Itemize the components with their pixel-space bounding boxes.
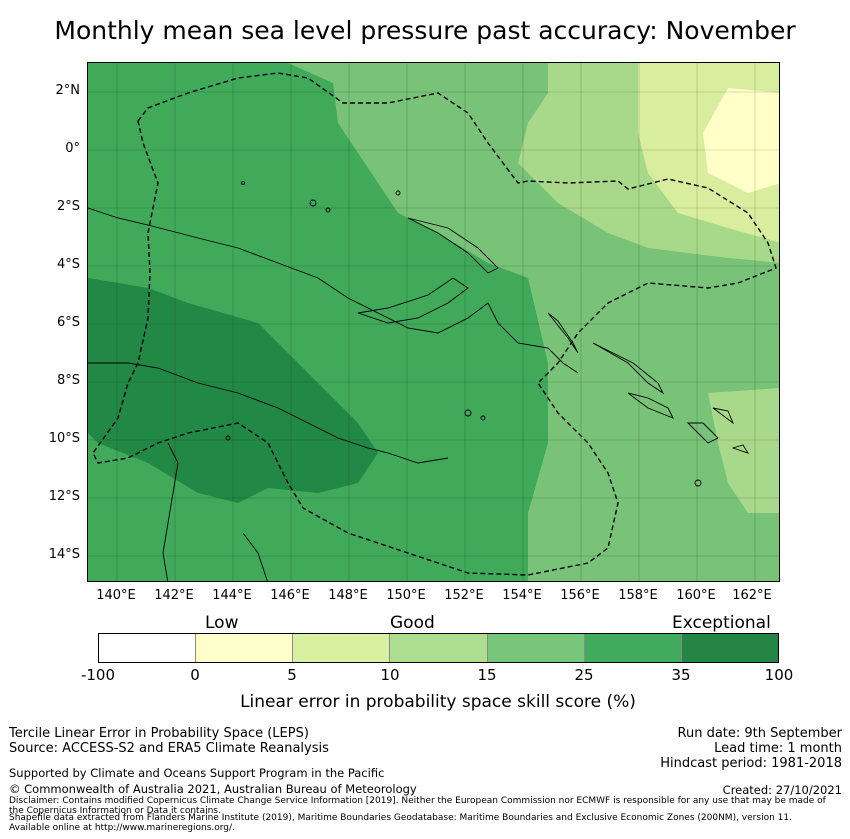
colorbar-tick: 0 [190,666,200,684]
colorbar-segment [584,634,682,662]
coastlines [88,181,750,581]
lat-label-2s: 2°S [56,199,80,214]
skill-map [88,63,779,581]
lat-label-4s: 4°S [56,257,80,272]
footer-disclaimer-1: Disclaimer: Contains modified Copernicus… [9,796,826,806]
colorbar-tick: 100 [764,666,794,684]
colorbar-tick: 5 [287,666,297,684]
colorbar [98,633,779,663]
lon-label-146e: 146°E [270,588,310,603]
lon-label-154e: 154°E [502,588,542,603]
colorbar-segment [196,634,294,662]
lat-label-6s: 6°S [56,315,80,330]
category-good: Good [390,613,435,633]
footer-leps: Tercile Linear Error in Probability Spac… [9,726,309,741]
lon-label-144e: 144°E [212,588,252,603]
lon-label-160e: 160°E [676,588,716,603]
footer-copyright: © Commonwealth of Australia 2021, Austra… [9,782,417,796]
lon-label-158e: 158°E [618,588,658,603]
footer-source: Source: ACCESS-S2 and ERA5 Climate Reana… [9,741,329,756]
colorbar-segment [293,634,391,662]
footer-disclaimer-2: the Copernicus Information or Data it co… [9,806,221,816]
skill-region-good-light-east [708,388,779,513]
lon-label-152e: 152°E [444,588,484,603]
footer-disclaimer-4: Available online at http://www.marinereg… [9,823,235,833]
lon-label-140e: 140°E [96,588,136,603]
colorbar-segment [390,634,488,662]
colorbar-tick: 35 [671,666,691,684]
category-exceptional: Exceptional [672,613,771,633]
lat-label-10s: 10°S [48,431,80,446]
lat-label-8s: 8°S [56,373,80,388]
footer-created: Created: 27/10/2021 [722,783,842,797]
colorbar-label: Linear error in probability space skill … [240,692,636,712]
colorbar-tick: 10 [380,666,400,684]
footer-run-date: Run date: 9th September [677,726,842,741]
lon-label-156e: 156°E [560,588,600,603]
lon-label-142e: 142°E [154,588,194,603]
colorbar-tick: 25 [574,666,594,684]
colorbar-tick: -100 [80,666,116,684]
footer-disclaimer-3: Shapefile data extracted from Flanders M… [9,813,792,823]
lon-label-150e: 150°E [386,588,426,603]
map-panel [87,62,780,582]
eez-boundary [92,72,777,576]
map-grid [88,63,779,581]
lat-label-12s: 12°S [48,489,80,504]
footer-supported: Supported by Climate and Oceans Support … [9,766,385,780]
footer-lead-time: Lead time: 1 month [714,741,842,756]
lon-label-162e: 162°E [732,588,772,603]
lon-label-148e: 148°E [328,588,368,603]
map-title: Monthly mean sea level pressure past acc… [54,16,796,45]
lat-label-2n: 2°N [55,83,81,98]
colorbar-segment [681,634,778,662]
skill-region-exceptional [88,278,378,503]
colorbar-tick: 15 [477,666,497,684]
lat-label-0: 0° [65,141,80,156]
category-low: Low [205,613,239,633]
footer-hindcast-period: Hindcast period: 1981-2018 [660,756,842,771]
skill-region-low [703,88,779,193]
colorbar-segment [99,634,197,662]
lat-label-14s: 14°S [48,547,80,562]
colorbar-segment [487,634,585,662]
